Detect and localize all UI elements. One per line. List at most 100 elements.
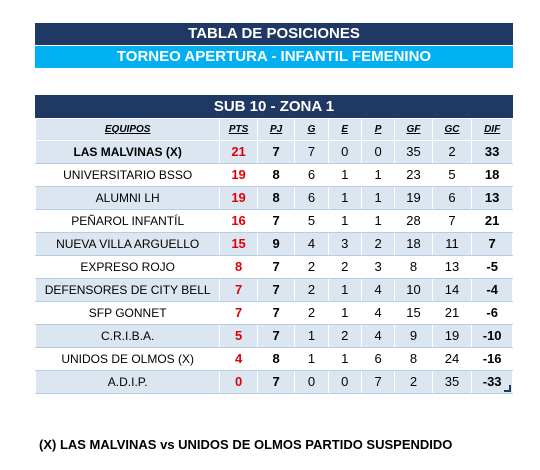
lost: 4 (360, 278, 396, 302)
table-row: NUEVA VILLA ARGUELLO 15 9 4 3 2 18 11 7 (34, 232, 513, 256)
goal-difference: -16 (471, 347, 513, 371)
table-row: LAS MALVINAS (X) 21 7 7 0 0 35 2 33 (34, 140, 513, 164)
drawn: 0 (327, 370, 362, 394)
table-header-row: EQUIPOS PTS PJ G E P GF GC DIF (34, 118, 513, 141)
goals-for: 10 (394, 278, 433, 302)
won: 2 (294, 255, 329, 279)
drawn: 1 (327, 186, 362, 210)
played: 9 (256, 232, 296, 256)
team-name: A.D.I.P. (34, 370, 221, 394)
team-name: NUEVA VILLA ARGUELLO (34, 232, 221, 256)
goals-for: 2 (394, 370, 433, 394)
col-header-pts: PTS (219, 118, 258, 141)
goals-against: 35 (431, 370, 473, 394)
standings-table: EQUIPOS PTS PJ G E P GF GC DIF LAS MALVI… (34, 118, 513, 394)
goal-difference: 21 (471, 209, 513, 233)
table-row: UNIDOS DE OLMOS (X) 4 8 1 1 6 8 24 -16 (34, 347, 513, 371)
col-header-p: P (360, 118, 396, 141)
team-name: UNIVERSITARIO BSSO (34, 163, 221, 187)
goal-difference: -4 (471, 278, 513, 302)
table-row: A.D.I.P. 0 7 0 0 7 2 35 -33 (34, 370, 513, 394)
goals-for: 28 (394, 209, 433, 233)
lost: 3 (360, 255, 396, 279)
goal-difference: -6 (471, 301, 513, 325)
lost: 1 (360, 163, 396, 187)
drawn: 2 (327, 255, 362, 279)
table-resize-handle (504, 385, 511, 392)
played: 7 (256, 278, 296, 302)
col-header-g: G (294, 118, 329, 141)
points: 19 (219, 163, 258, 187)
points: 21 (219, 140, 258, 164)
won: 2 (294, 301, 329, 325)
drawn: 1 (327, 163, 362, 187)
goals-for: 8 (394, 255, 433, 279)
goals-for: 23 (394, 163, 433, 187)
team-name: PEÑAROL INFANTÍL (34, 209, 221, 233)
goal-difference: -10 (471, 324, 513, 348)
won: 5 (294, 209, 329, 233)
played: 7 (256, 209, 296, 233)
drawn: 1 (327, 209, 362, 233)
goals-against: 19 (431, 324, 473, 348)
table-row: ALUMNI LH 19 8 6 1 1 19 6 13 (34, 186, 513, 210)
points: 5 (219, 324, 258, 348)
goals-against: 7 (431, 209, 473, 233)
lost: 2 (360, 232, 396, 256)
goal-difference: 33 (471, 140, 513, 164)
goal-difference: 18 (471, 163, 513, 187)
team-name: LAS MALVINAS (X) (34, 140, 221, 164)
goals-against: 24 (431, 347, 473, 371)
goal-difference: 13 (471, 186, 513, 210)
won: 0 (294, 370, 329, 394)
played: 7 (256, 324, 296, 348)
goals-for: 19 (394, 186, 433, 210)
table-row: DEFENSORES DE CITY BELL 7 7 2 1 4 10 14 … (34, 278, 513, 302)
team-name: ALUMNI LH (34, 186, 221, 210)
lost: 4 (360, 324, 396, 348)
lost: 6 (360, 347, 396, 371)
goals-for: 15 (394, 301, 433, 325)
goals-against: 11 (431, 232, 473, 256)
points: 0 (219, 370, 258, 394)
played: 7 (256, 140, 296, 164)
drawn: 1 (327, 278, 362, 302)
lost: 7 (360, 370, 396, 394)
col-header-team: EQUIPOS (34, 118, 221, 141)
played: 8 (256, 186, 296, 210)
standings-table-container: SUB 10 - ZONA 1 EQUIPOS PTS PJ G E P GF … (34, 95, 513, 394)
drawn: 1 (327, 347, 362, 371)
won: 6 (294, 163, 329, 187)
goals-against: 13 (431, 255, 473, 279)
goals-against: 6 (431, 186, 473, 210)
played: 7 (256, 301, 296, 325)
played: 7 (256, 255, 296, 279)
goals-against: 2 (431, 140, 473, 164)
won: 6 (294, 186, 329, 210)
points: 7 (219, 278, 258, 302)
zone-title: SUB 10 - ZONA 1 (35, 95, 513, 118)
team-name: EXPRESO ROJO (34, 255, 221, 279)
goals-against: 5 (431, 163, 473, 187)
col-header-gf: GF (394, 118, 433, 141)
tournament-subtitle: TORNEO APERTURA - INFANTIL FEMENINO (35, 46, 513, 68)
team-name: UNIDOS DE OLMOS (X) (34, 347, 221, 371)
drawn: 0 (327, 140, 362, 164)
points: 15 (219, 232, 258, 256)
lost: 0 (360, 140, 396, 164)
points: 16 (219, 209, 258, 233)
lost: 1 (360, 186, 396, 210)
table-row: EXPRESO ROJO 8 7 2 2 3 8 13 -5 (34, 255, 513, 279)
lost: 4 (360, 301, 396, 325)
footnote: (X) LAS MALVINAS vs UNIDOS DE OLMOS PART… (39, 437, 453, 452)
team-name: SFP GONNET (34, 301, 221, 325)
points: 19 (219, 186, 258, 210)
goal-difference: -5 (471, 255, 513, 279)
drawn: 2 (327, 324, 362, 348)
played: 7 (256, 370, 296, 394)
played: 8 (256, 347, 296, 371)
goals-for: 9 (394, 324, 433, 348)
goals-for: 35 (394, 140, 433, 164)
col-header-e: E (327, 118, 362, 141)
col-header-dif: DIF (471, 118, 513, 141)
